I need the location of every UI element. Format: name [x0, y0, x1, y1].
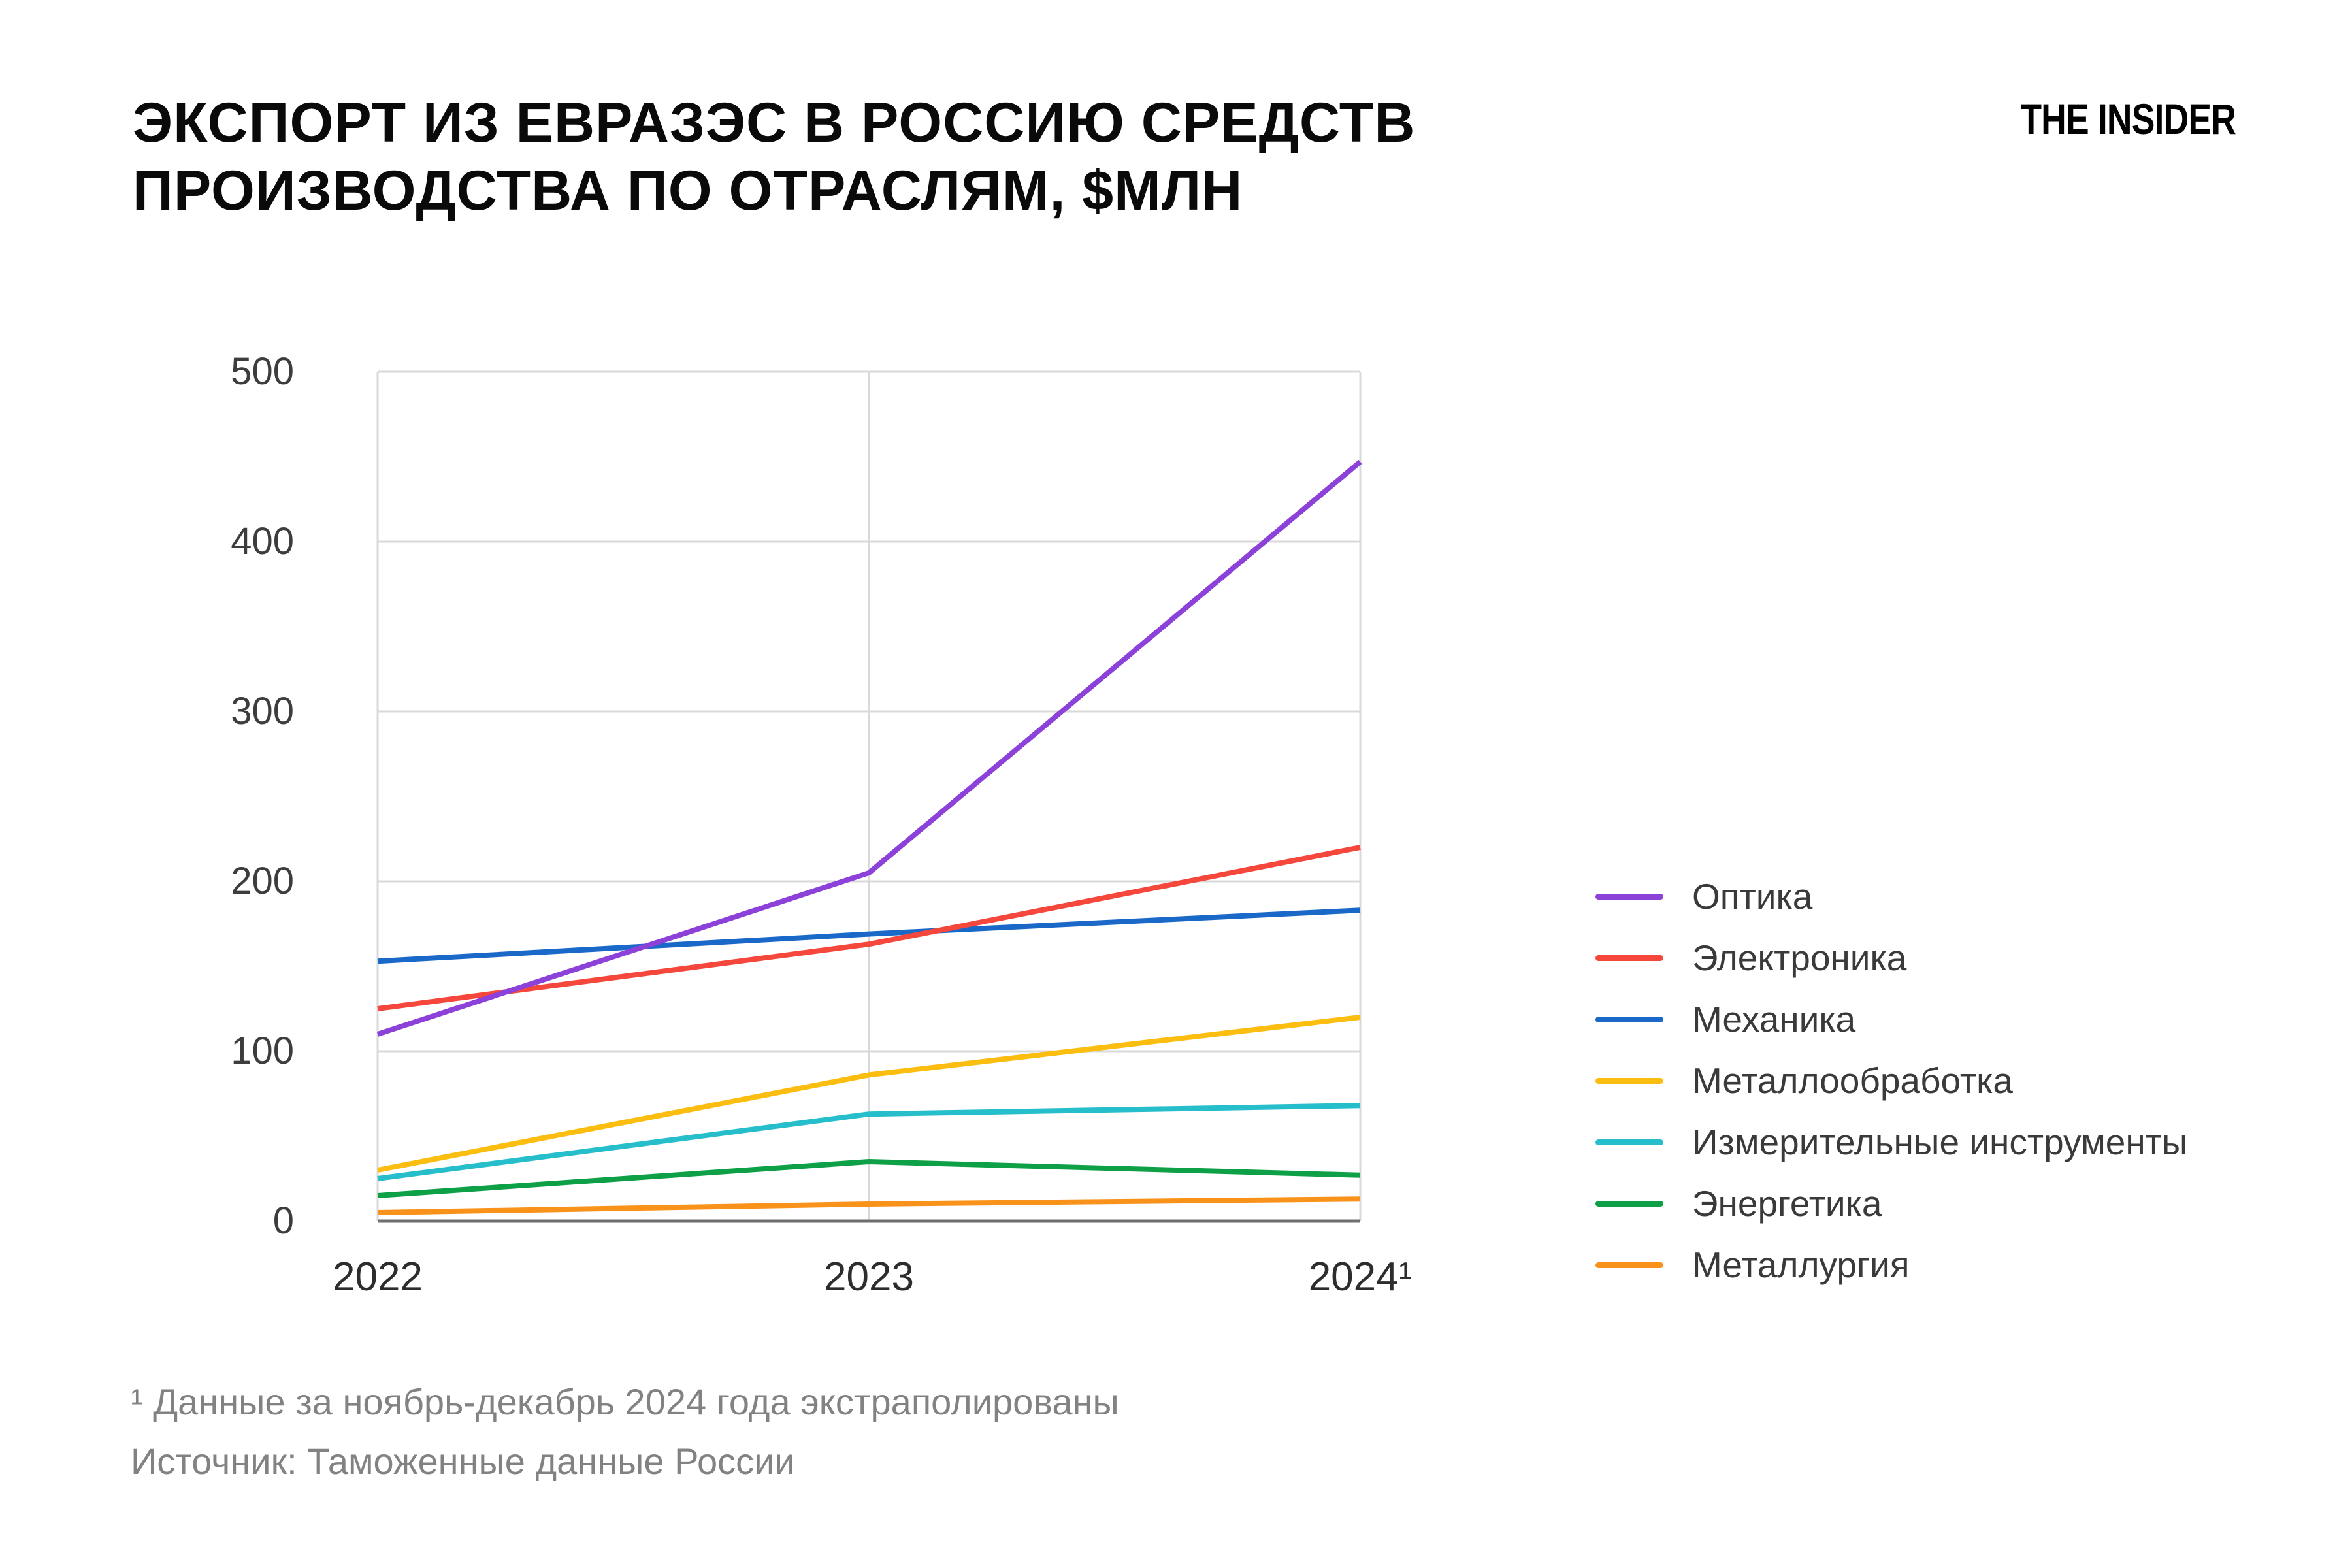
legend-label: Металлообработка [1692, 1060, 2013, 1101]
legend-item: Измерительные инструменты [1595, 1111, 2187, 1173]
legend-color-swatch-icon [1595, 893, 1663, 900]
legend: Оптика Электроника Механика Металлообработк… [1595, 866, 2187, 1296]
y-tick-label-400: 400 [231, 520, 294, 563]
y-tick-label-300: 300 [231, 690, 294, 732]
x-tick-label-2022: 2022 [333, 1254, 423, 1299]
footnotes-block: ¹ Данные за ноябрь-декабрь 2024 года экс… [131, 1372, 1119, 1491]
y-tick-label-100: 100 [231, 1030, 294, 1072]
x-tick-label-2023: 2023 [824, 1254, 914, 1299]
y-tick-label-200: 200 [231, 860, 294, 902]
legend-item: Механика [1595, 988, 2187, 1050]
chart-title: ЭКСПОРТ ИЗ ЕВРАЗЭС В РОССИЮ СРЕДСТВ ПРОИ… [133, 89, 1415, 225]
plot-area [376, 370, 1362, 1223]
plot-svg [376, 370, 1362, 1223]
series-line-Энергетика [377, 1159, 1361, 1198]
legend-item: Металлургия [1595, 1234, 2187, 1296]
legend-color-swatch-icon [1595, 955, 1663, 961]
legend-label: Электроника [1692, 938, 1907, 978]
x-tick-label-2024¹: 2024¹ [1308, 1254, 1413, 1299]
series-line-Измерительные инструменты [377, 1103, 1361, 1181]
footnote: ¹ Данные за ноябрь-декабрь 2024 года экс… [131, 1381, 1119, 1422]
legend-item: Электроника [1595, 927, 2187, 988]
legend-color-swatch-icon [1595, 1200, 1663, 1207]
source-note: Источник: Таможенные данные России [131, 1441, 795, 1482]
series-line-Металлургия [377, 1196, 1361, 1215]
legend-item: Энергетика [1595, 1173, 2187, 1234]
series-line-Металлообработка [377, 1015, 1361, 1173]
series-line-Оптика [376, 459, 1362, 1037]
series-line-Электроника [377, 845, 1361, 1011]
legend-item: Металлообработка [1595, 1050, 2187, 1111]
chart-title-line1: ЭКСПОРТ ИЗ ЕВРАЗЭС В РОССИЮ СРЕДСТВ [133, 91, 1416, 154]
legend-item: Оптика [1595, 866, 2187, 927]
legend-color-swatch-icon [1595, 1262, 1663, 1268]
legend-label: Энергетика [1692, 1183, 1882, 1224]
series-line-Механика [377, 907, 1361, 964]
chart-title-line2: ПРОИЗВОДСТВА ПО ОТРАСЛЯМ, $МЛН [133, 159, 1243, 222]
legend-color-swatch-icon [1595, 1139, 1663, 1145]
legend-label: Металлургия [1692, 1245, 1910, 1285]
legend-label: Измерительные инструменты [1692, 1122, 2188, 1162]
y-tick-label-0: 0 [272, 1200, 294, 1242]
y-tick-label-500: 500 [231, 350, 294, 393]
brand-logo: THE INSIDER [2020, 95, 2236, 143]
legend-color-swatch-icon [1595, 1077, 1663, 1084]
legend-label: Оптика [1692, 876, 1813, 917]
legend-color-swatch-icon [1595, 1016, 1663, 1022]
legend-label: Механика [1692, 999, 1856, 1039]
